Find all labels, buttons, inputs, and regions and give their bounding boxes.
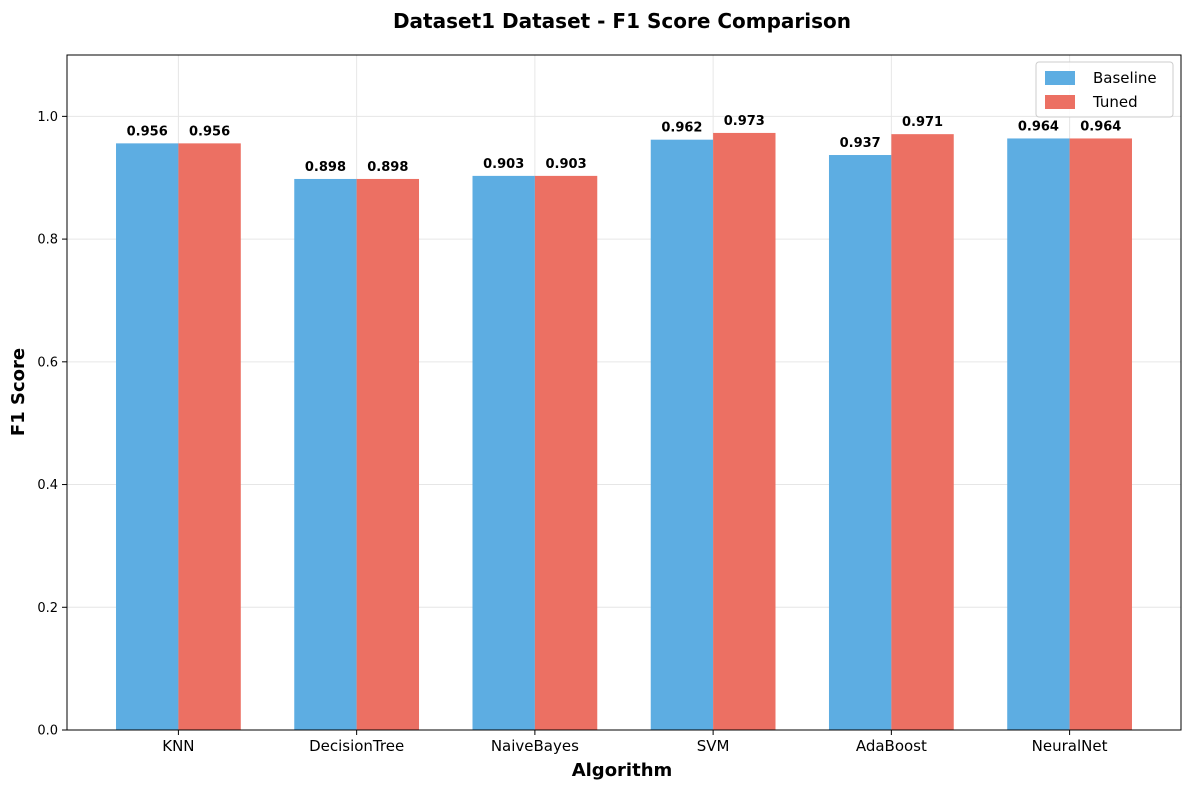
legend-label-baseline: Baseline	[1093, 69, 1157, 87]
bar-tuned-decisiontree	[356, 178, 420, 731]
y-axis-title: F1 Score	[8, 348, 29, 436]
legend-swatch-baseline	[1045, 71, 1075, 85]
data-labels: 0.956 0.898 0.903 0.962 0.937 0.964 0.956 0.898…	[127, 114, 1122, 175]
bar-baseline-naivebayes	[472, 175, 535, 731]
bar-baseline-knn	[116, 143, 179, 730]
x-tick-label: NeuralNet	[1032, 737, 1108, 755]
data-label: 0.937	[840, 136, 881, 151]
y-tick-label: 1.0	[37, 110, 58, 125]
data-label: 0.973	[724, 114, 765, 129]
y-tick-label: 0.4	[37, 478, 58, 493]
legend-swatch-tuned	[1045, 95, 1075, 109]
bar-baseline-decisiontree	[294, 178, 357, 731]
data-label: 0.964	[1018, 119, 1059, 134]
x-tick-label: DecisionTree	[309, 737, 404, 755]
x-tick-label: NaiveBayes	[491, 737, 579, 755]
data-label: 0.971	[902, 115, 943, 130]
legend-label-tuned: Tuned	[1092, 93, 1138, 111]
data-label: 0.903	[483, 157, 524, 172]
bar-baseline-adaboost	[828, 155, 892, 731]
data-label: 0.903	[546, 157, 587, 172]
data-label: 0.898	[367, 160, 408, 175]
bar-tuned-neuralnet	[1069, 138, 1132, 731]
bar-baseline-svm	[650, 139, 714, 730]
x-tick-label: SVM	[697, 737, 730, 755]
bar-tuned-knn	[178, 143, 241, 730]
bar-tuned-naivebayes	[534, 175, 598, 731]
y-tick-label: 0.2	[37, 601, 58, 616]
y-tick-label: 0.8	[37, 233, 58, 248]
y-tick-label: 0.0	[37, 724, 58, 739]
y-tick-label: 0.6	[37, 355, 58, 370]
x-tick-label: KNN	[162, 737, 194, 755]
x-tick-label: AdaBoost	[856, 737, 927, 755]
bar-tuned-svm	[713, 132, 776, 730]
plot-area-frame	[66, 54, 1182, 731]
data-label: 0.956	[127, 124, 168, 139]
x-axis: KNN DecisionTree NaiveBayes SVM AdaBoost Neur…	[162, 730, 1108, 755]
chart-title: Dataset1 Dataset - F1 Score Comparison	[393, 9, 851, 33]
data-label: 0.898	[305, 160, 346, 175]
bars	[116, 132, 1132, 731]
y-axis: 0.0 0.2 0.4 0.6 0.8 1.0	[37, 110, 67, 739]
data-label: 0.962	[661, 121, 702, 136]
data-label: 0.956	[189, 124, 230, 139]
legend: Baseline Tuned	[1035, 61, 1174, 118]
bar-tuned-adaboost	[891, 134, 954, 731]
x-axis-title: Algorithm	[572, 760, 673, 781]
bar-baseline-neuralnet	[1007, 138, 1070, 731]
data-label: 0.964	[1080, 119, 1121, 134]
